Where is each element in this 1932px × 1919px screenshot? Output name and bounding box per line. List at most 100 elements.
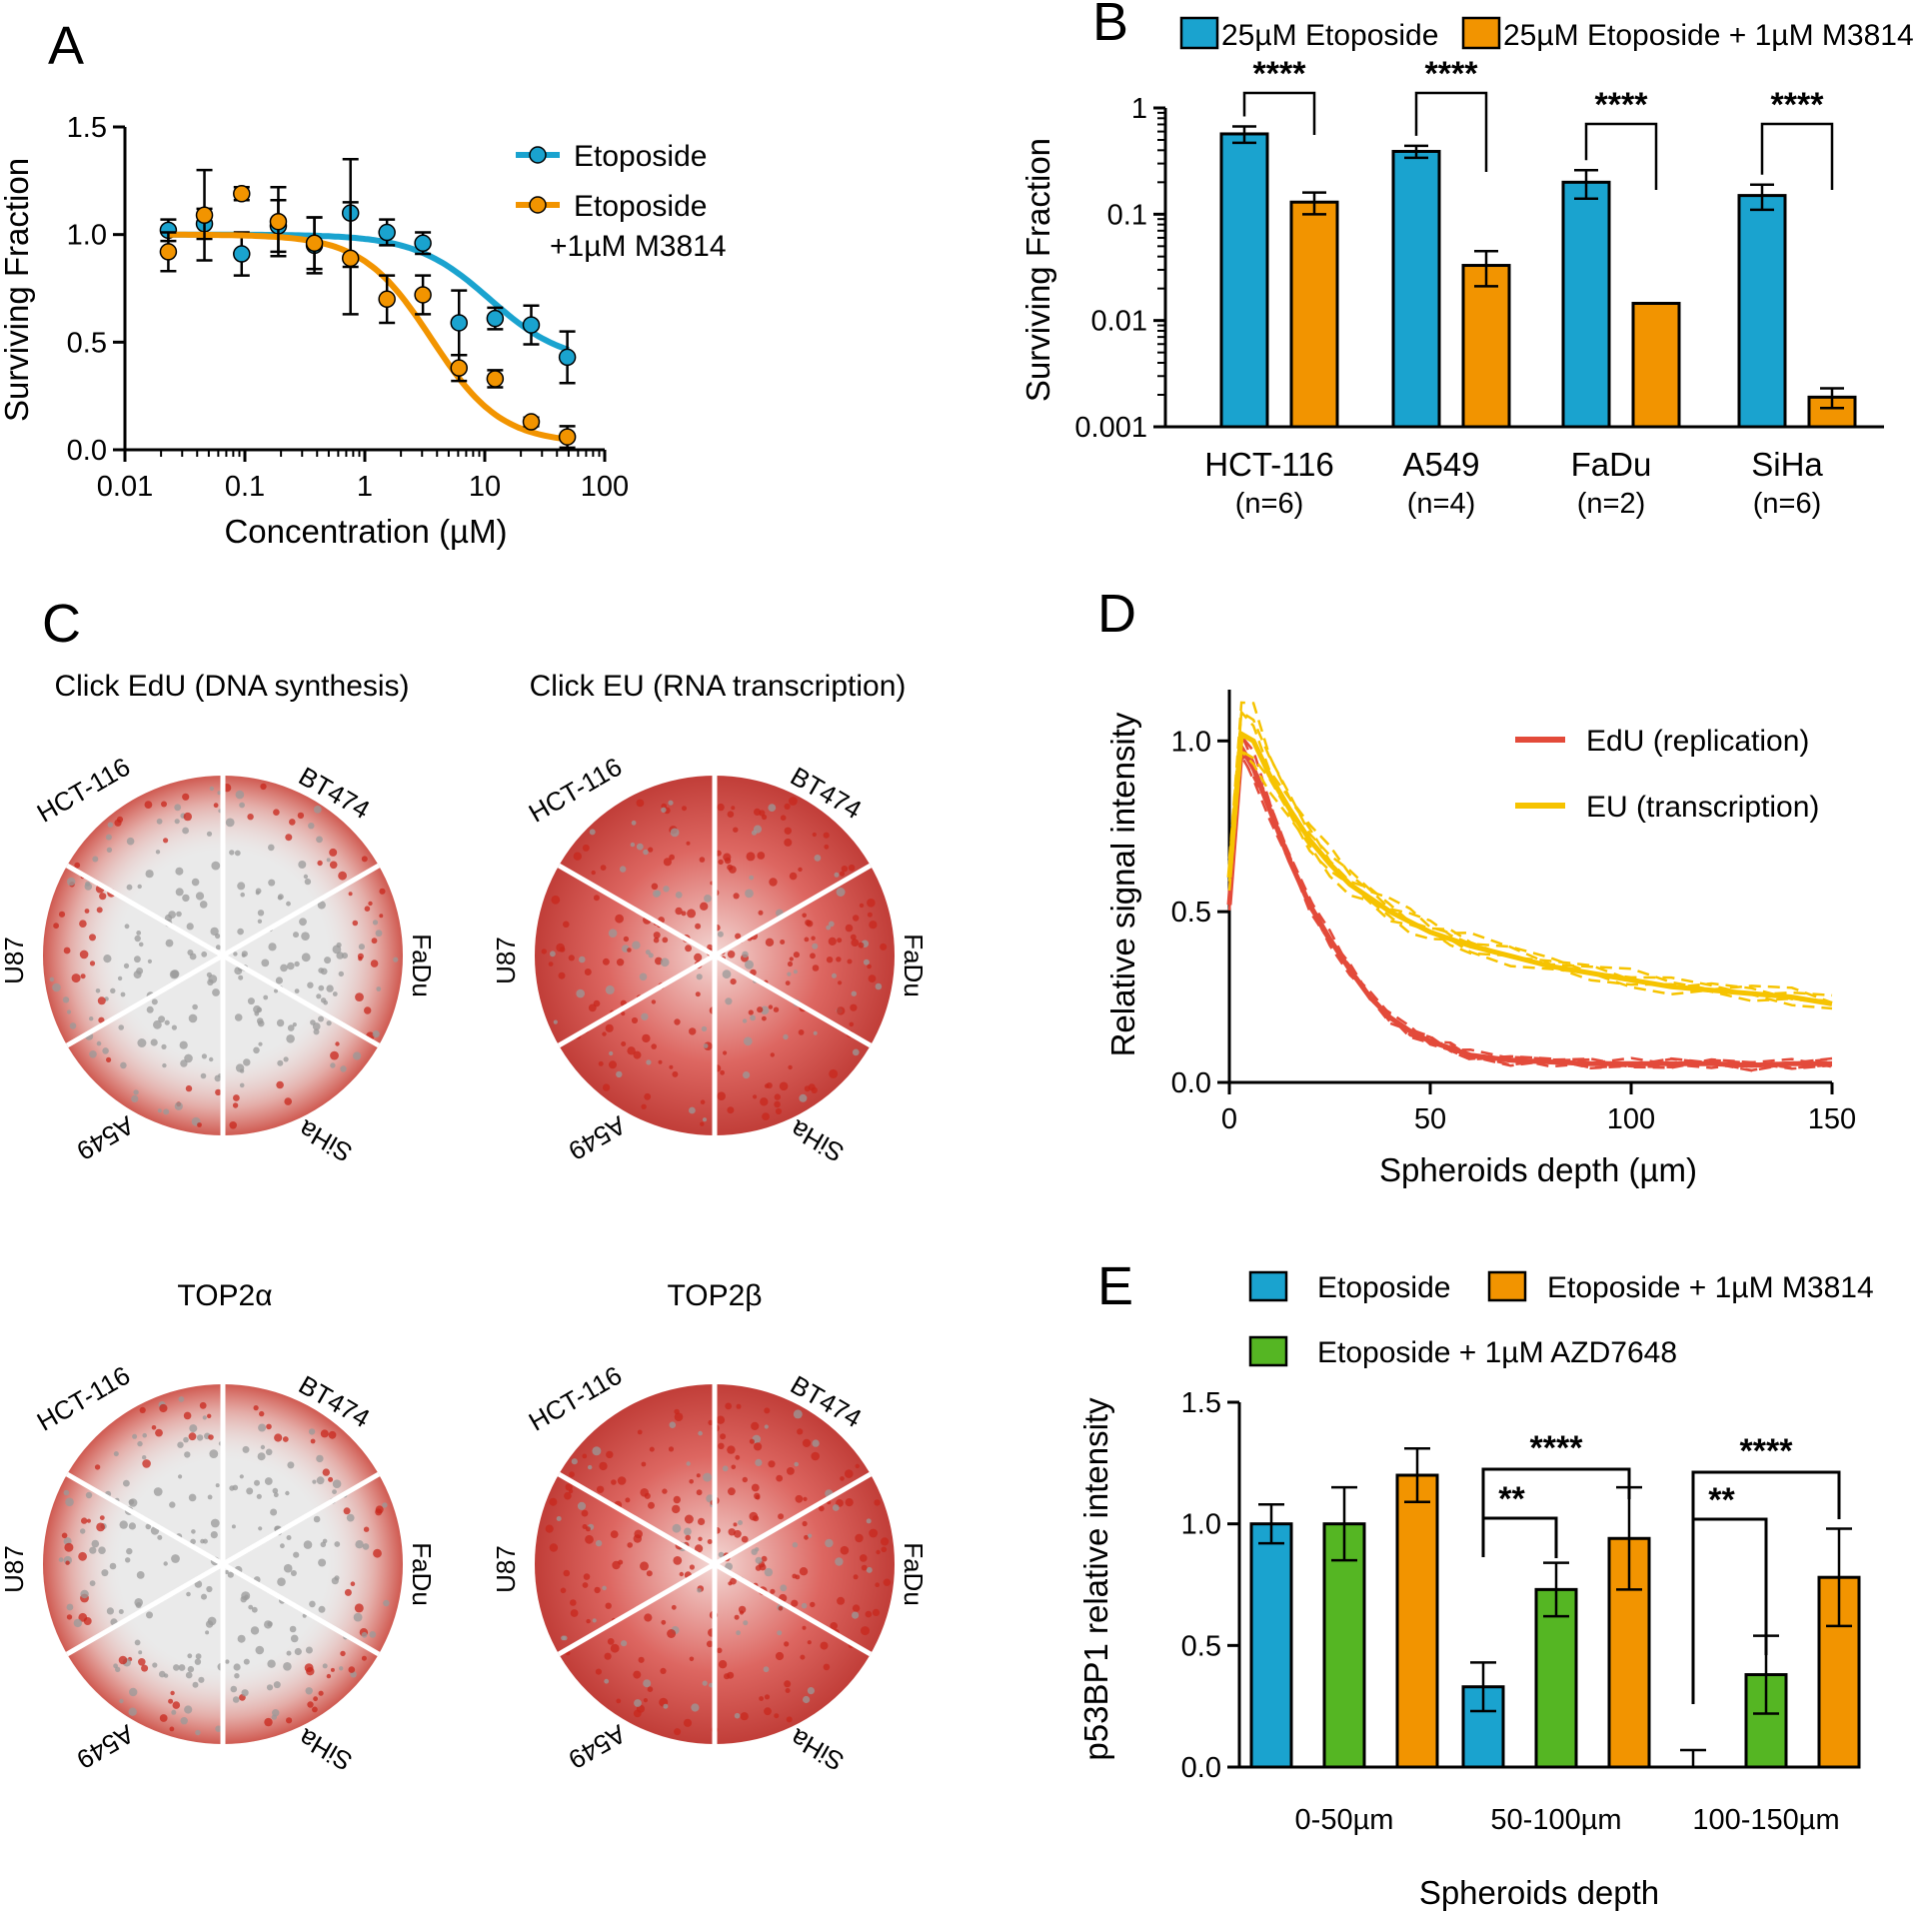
panel-c-cell-dot — [344, 1588, 352, 1596]
panel-c-cell-dot — [133, 1089, 139, 1095]
panel-c-cell-dot — [681, 911, 687, 917]
panel-c-cell-dot — [293, 1551, 300, 1558]
panel-c-cell-dot — [639, 972, 648, 981]
panel-c-cell-dot — [689, 1106, 696, 1114]
panel-c-cell-dot — [754, 1442, 763, 1451]
panel-c-cell-dot — [644, 1613, 653, 1622]
panel-c-cell-dot — [263, 994, 269, 1000]
panel-c-cell-dot — [199, 901, 208, 909]
panel-c-cell-dot — [191, 878, 200, 887]
panel-c-cell-dot — [205, 1620, 214, 1628]
panel-c-cell-dot — [582, 844, 590, 852]
panel-c-cell-dot — [826, 925, 832, 931]
panel-c-cell-dot — [382, 1502, 388, 1508]
panel-c-cell-dot — [126, 1547, 133, 1555]
panel-c-cell-dot — [689, 1027, 697, 1035]
panel-c-cell-dot — [758, 910, 764, 916]
panel-c-cell-dot — [253, 1405, 259, 1411]
panel-c-cell-dot — [804, 937, 810, 943]
panel-c-cell-dot — [358, 944, 365, 951]
panel-c-cell-dot — [727, 811, 735, 818]
panel-c-cell-dot — [89, 934, 96, 942]
panel-c-cell-dot — [257, 919, 263, 924]
panel-c-cell-dot — [186, 1591, 191, 1597]
panel-c-cell-dot — [205, 1630, 210, 1635]
panel-c-cell-dot — [793, 1409, 803, 1419]
panel-e-ytick-label: 1.5 — [1181, 1387, 1221, 1419]
panel-c-cell-dot — [560, 1587, 567, 1594]
panel-c-cell-dot — [563, 921, 570, 929]
panel-c-cell-dot — [238, 974, 244, 980]
panel-c-cell-dot — [171, 1024, 177, 1030]
panel-c-cell-dot — [113, 1451, 119, 1457]
panel-c-cell-dot — [701, 1025, 708, 1032]
panel-c-cell-dot — [803, 1695, 811, 1704]
panel-c-cell-dot — [872, 1608, 881, 1616]
panel-c-cell-dot — [209, 1449, 219, 1458]
panel-c-cell-dot — [727, 1106, 735, 1114]
panel-c-cell-dot — [702, 1117, 708, 1122]
panel-c-cell-dot — [328, 1430, 337, 1439]
panel-c-segment-label: U87 — [491, 1545, 521, 1593]
panel-c-cell-dot — [787, 1467, 795, 1475]
panel-c-cell-dot — [691, 1703, 700, 1712]
panel-c-cell-dot — [717, 803, 725, 812]
panel-c-cell-dot — [294, 1647, 302, 1656]
panel-c-cell-dot — [285, 834, 293, 842]
panel-c-cell-dot — [134, 1598, 143, 1607]
panel-c-cell-dot — [768, 804, 777, 812]
panel-c-cell-dot — [142, 1432, 147, 1438]
panel-a-ytick-label: 0.5 — [67, 327, 107, 359]
panel-c-cell-dot — [207, 978, 214, 986]
panel-c-cell-dot — [764, 1407, 771, 1414]
panel-c-cell-dot — [759, 1696, 764, 1701]
panel-c-cell-dot — [376, 986, 382, 991]
panel-c-cell-dot — [669, 1421, 677, 1428]
panel-c-cell-dot — [292, 1022, 297, 1027]
panel-b-significance-bracket — [1414, 91, 1488, 172]
panel-c-cell-dot — [852, 1604, 861, 1612]
panel-c-cell-dot — [609, 1050, 614, 1056]
panel-c-cell-dot — [239, 1082, 245, 1088]
panel-c-cell-dot — [755, 1556, 763, 1564]
panel-c-cell-dot — [237, 928, 244, 936]
panel-c-cell-dot — [239, 1474, 244, 1479]
panel-c-cell-dot — [52, 982, 61, 992]
panel-c-cell-dot — [707, 1539, 713, 1544]
panel-b-category-label: SiHa — [1751, 446, 1823, 483]
panel-c-cell-dot — [128, 1707, 137, 1716]
panel-c-cell-dot — [265, 1448, 273, 1456]
panel-c-cell-dot — [750, 1014, 756, 1021]
panel-a-xlabel: Concentration (µM) — [224, 513, 507, 550]
panel-c-cell-dot — [698, 1517, 706, 1525]
panel-e-significance-stars-inner: ** — [1708, 1481, 1735, 1519]
panel-c-cell-dot — [838, 980, 843, 985]
panel-c-cell-dot — [545, 1524, 554, 1533]
panel-c-cell-dot — [212, 988, 220, 996]
legend-label-e-m3814: Etoposide + 1µM M3814 — [1547, 1271, 1874, 1304]
panel-b-significance-stars: **** — [1253, 55, 1307, 93]
panel-c-cell-dot — [142, 1459, 151, 1468]
panel-c-cell-dot — [757, 852, 766, 860]
panel-c-segment-divider — [713, 1471, 873, 1567]
legend-label-edu: EdU (replication) — [1586, 725, 1809, 758]
panel-c-cell-dot — [318, 1558, 327, 1567]
panel-c-segment-divider — [65, 1471, 225, 1567]
panel-c-cell-dot — [268, 879, 276, 887]
panel-b-legend: 25µM Etoposide 25µM Etoposide + 1µM M381… — [1179, 16, 1914, 52]
panel-c-cell-dot — [177, 1441, 184, 1448]
panel-c-cell-dot — [137, 1038, 147, 1047]
panel-c-cell-dot — [63, 1489, 70, 1496]
panel-c-title-edu: Click EdU (DNA synthesis) — [54, 670, 409, 703]
panel-c-cell-dot — [86, 1518, 91, 1523]
panel-c-cell-dot — [310, 1438, 316, 1444]
panel-c-cell-dot — [243, 1058, 251, 1066]
panel-e-significance-bracket-outer — [1481, 1467, 1631, 1518]
panel-c-cell-dot — [257, 1452, 266, 1461]
panel-c-cell-dot — [733, 1522, 738, 1527]
panel-c-cell-dot — [322, 1538, 328, 1544]
panel-c-cell-dot — [208, 1434, 214, 1440]
panel-c-cell-dot — [727, 951, 736, 959]
panel-c-cell-dot — [757, 1006, 764, 1013]
panel-c-cell-dot — [171, 969, 180, 978]
